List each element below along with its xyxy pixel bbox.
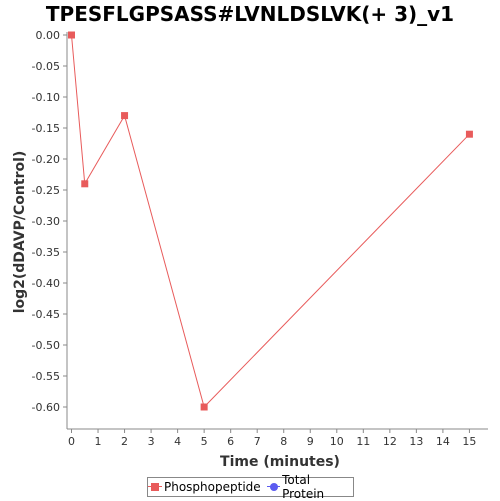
x-tick-label: 14 bbox=[436, 435, 450, 448]
x-tick-label: 1 bbox=[95, 435, 102, 448]
x-tick-label: 6 bbox=[227, 435, 234, 448]
x-tick-label: 12 bbox=[383, 435, 397, 448]
x-tick-label: 4 bbox=[174, 435, 181, 448]
x-tick-label: 11 bbox=[356, 435, 370, 448]
x-tick-label: 15 bbox=[462, 435, 476, 448]
plot-area bbox=[67, 32, 488, 429]
axes: 0.00 -0.05 -0.10 -0.15 -0.20 -0.25 -0.30 -0.35 -… bbox=[32, 29, 488, 448]
y-axis-label: log2(dDAVP/Control) bbox=[12, 151, 28, 314]
x-tick-label: 9 bbox=[307, 435, 314, 448]
y-tick-label: 0.00 bbox=[36, 29, 61, 42]
y-tick-label: -0.25 bbox=[32, 184, 60, 197]
x-tick-label: 13 bbox=[409, 435, 423, 448]
data-point bbox=[200, 403, 208, 411]
data-point bbox=[465, 130, 473, 138]
y-tick-label: -0.60 bbox=[32, 401, 60, 414]
y-tick-label: -0.20 bbox=[32, 153, 60, 166]
y-tick-label: -0.50 bbox=[32, 339, 60, 352]
x-axis-label: Time (minutes) bbox=[220, 454, 340, 470]
y-tick-label: -0.40 bbox=[32, 277, 60, 290]
series-layer bbox=[68, 31, 473, 411]
y-tick-label: -0.45 bbox=[32, 308, 60, 321]
x-tick-label: 8 bbox=[280, 435, 287, 448]
y-tick-label: -0.35 bbox=[32, 246, 60, 259]
x-tick-label: 5 bbox=[201, 435, 208, 448]
y-tick-label: -0.30 bbox=[32, 215, 60, 228]
legend-label-phosphopeptide: Phosphopeptide bbox=[164, 480, 261, 494]
chart-title: TPESFLGPSASS#LVNLDSLVK(+ 3)_v1 bbox=[45, 2, 455, 26]
x-tick-label: 10 bbox=[330, 435, 344, 448]
legend-label-total-protein: Total Protein bbox=[282, 473, 325, 501]
x-tick-label: 3 bbox=[148, 435, 155, 448]
y-tick-label: -0.05 bbox=[32, 60, 60, 73]
legend: Phosphopeptide Total Protein bbox=[147, 473, 354, 501]
legend-entry-total-protein: Total Protein bbox=[266, 473, 353, 501]
x-tick-label: 0 bbox=[68, 435, 75, 448]
x-tick-label: 2 bbox=[121, 435, 128, 448]
y-tick-label: -0.10 bbox=[32, 91, 60, 104]
phosphopeptide-swatch-icon bbox=[148, 482, 162, 492]
legend-entry-phosphopeptide: Phosphopeptide bbox=[148, 480, 261, 494]
data-point bbox=[68, 31, 75, 39]
total-protein-swatch-icon bbox=[266, 482, 281, 492]
data-point bbox=[121, 112, 129, 120]
x-tick-label: 7 bbox=[254, 435, 261, 448]
data-point bbox=[81, 180, 89, 188]
y-tick-label: -0.55 bbox=[32, 370, 60, 383]
y-tick-label: -0.15 bbox=[32, 122, 60, 135]
